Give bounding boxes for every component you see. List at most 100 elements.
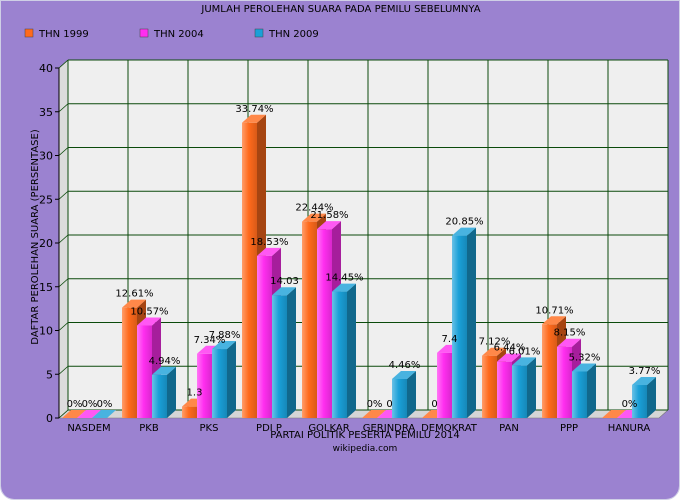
bar-top	[152, 366, 176, 375]
data-label: 14.03	[270, 276, 299, 287]
x-tick-label: PPP	[560, 423, 578, 434]
grid-line-side	[58, 147, 69, 156]
chart-title: JUMLAH PEROLEHAN SUARA PADA PEMILU SEBEL…	[200, 4, 480, 15]
data-label: 6.44%	[494, 343, 526, 354]
bar	[62, 410, 86, 418]
bar	[392, 370, 416, 418]
data-label: 22.44%	[295, 203, 333, 214]
bar-front	[437, 352, 452, 418]
bar	[332, 283, 356, 418]
bar-top	[272, 287, 296, 296]
bar-front	[242, 122, 257, 419]
bar	[632, 377, 656, 418]
bar	[452, 227, 476, 418]
bar	[77, 410, 101, 418]
bar-front	[452, 235, 467, 418]
data-label: 12.61%	[115, 289, 153, 300]
data-label: 10.71%	[535, 305, 573, 316]
bar-top	[212, 341, 236, 350]
bar-top	[77, 410, 101, 418]
x-tick-label: GOLKAR	[308, 423, 349, 434]
bar	[572, 363, 596, 418]
x-tick-label: GERINDRA	[363, 423, 416, 434]
grid-line-side	[58, 234, 69, 244]
legend-item: THN 2004	[139, 28, 204, 40]
source-note: wikipedia.com	[333, 444, 398, 454]
bar-top	[602, 410, 626, 418]
y-tick-label: 30	[39, 150, 53, 163]
data-labels: 0% 0% 0%12.61%10.57%4.94%1.37.34%7.88%33.7…	[67, 104, 661, 410]
bar	[212, 341, 236, 418]
x-tick-label: PKB	[139, 423, 159, 434]
bar-top	[497, 353, 521, 362]
bar	[602, 410, 626, 418]
legend-swatch	[24, 28, 34, 38]
bar-top	[512, 357, 536, 366]
bar-front	[632, 385, 647, 418]
bar-side	[227, 341, 236, 418]
bar-top	[317, 221, 341, 230]
data-label: 7.12%	[479, 337, 511, 348]
data-label: 18.53%	[250, 237, 288, 248]
grid-line-side	[58, 278, 69, 288]
x-axis-ticks: NASDEM PKB PKS PDI P GOLKAR GERINDRA DEMOKRAT P…	[67, 423, 650, 434]
bar-top	[92, 410, 116, 418]
y-tick-label: 35	[39, 106, 53, 119]
bar-top	[452, 227, 476, 236]
bar-front	[197, 353, 212, 418]
legend-label: THN 2009	[268, 29, 319, 40]
bar-top	[362, 410, 386, 418]
bar-front	[257, 255, 272, 418]
legend-swatch	[139, 28, 149, 38]
bar-side	[407, 370, 416, 418]
bar-top	[482, 347, 506, 356]
y-tick-label: 15	[39, 281, 53, 294]
bar-front	[512, 365, 527, 418]
data-label: 5.32%	[569, 352, 601, 363]
x-tick-label: PDI P	[256, 423, 282, 434]
data-label: 0	[431, 399, 437, 410]
data-label: 14.45%	[325, 273, 363, 284]
bar-top	[557, 338, 581, 347]
data-label: 0%	[97, 399, 113, 410]
bar-top	[332, 283, 356, 292]
data-label: 10.57%	[130, 307, 168, 318]
y-tick-label: 0	[46, 412, 53, 425]
bar-front	[497, 361, 512, 418]
legend-item: THN 1999	[24, 28, 89, 40]
bar-top	[137, 317, 161, 326]
bar	[92, 410, 116, 418]
bar-side	[167, 366, 176, 418]
x-tick-label: PAN	[499, 423, 519, 434]
bar-top	[542, 316, 566, 325]
bar-top	[392, 370, 416, 379]
data-label: 6.01%	[509, 346, 541, 357]
bar-side	[647, 377, 656, 418]
grid-line-side	[58, 409, 69, 419]
bar-top	[257, 247, 281, 256]
grid-line-side	[58, 322, 69, 331]
legend-swatch	[254, 28, 264, 38]
bar-side	[347, 283, 356, 418]
bar-front	[482, 355, 497, 418]
bar-side	[527, 357, 536, 418]
grid-line-side	[58, 365, 69, 375]
bar-front	[122, 307, 137, 418]
data-label: 0%	[622, 399, 638, 410]
grid-line-side	[58, 103, 69, 113]
y-axis-label: DAFTAR PEROLEHAN SUARA (PERSENTASE)	[30, 129, 41, 345]
bar-side	[287, 287, 296, 418]
bar	[362, 410, 386, 418]
bar-front	[152, 374, 167, 418]
bar-top	[62, 410, 86, 418]
data-label: 0%	[82, 399, 98, 410]
x-tick-label: HANURA	[608, 423, 651, 434]
bar-front	[557, 346, 572, 418]
bar-front	[137, 325, 152, 418]
bar-top	[122, 299, 146, 308]
y-tick-label: 20	[39, 237, 53, 250]
grid-line-side	[58, 59, 69, 69]
bar-top	[302, 213, 326, 222]
bar-front	[272, 295, 287, 418]
bar-front	[332, 291, 347, 418]
